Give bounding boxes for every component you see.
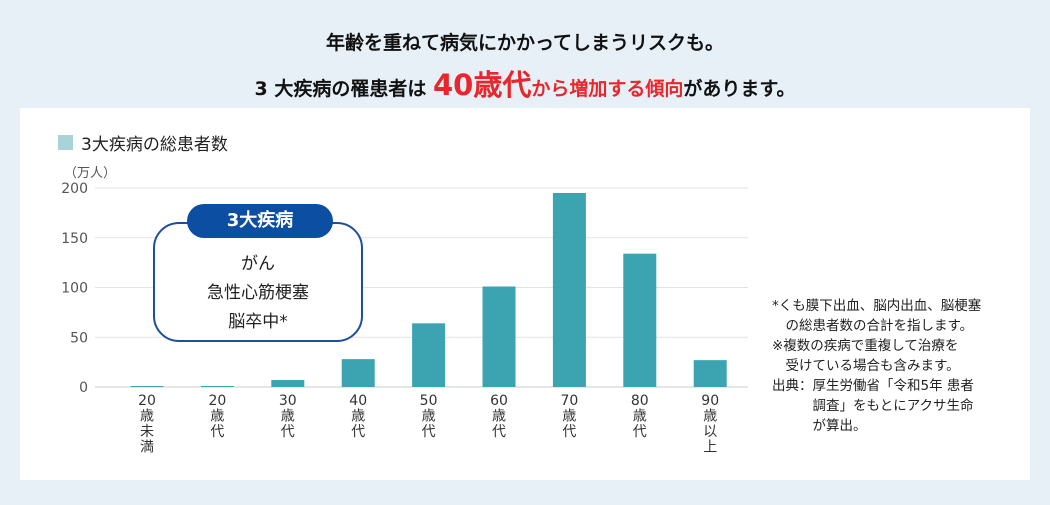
bar bbox=[693, 360, 727, 387]
chart-legend: 3大疾病の総患者数 bbox=[58, 130, 228, 155]
x-tick-label: 代 bbox=[422, 424, 436, 440]
x-tick-label: 80 bbox=[631, 393, 649, 409]
note-line: 出典：厚生労働省「令和5年 患者 bbox=[772, 378, 974, 394]
callout-item: がん bbox=[241, 254, 275, 274]
bar bbox=[130, 386, 164, 387]
x-tick-label: 歳 bbox=[422, 409, 436, 425]
x-tick-label: 歳 bbox=[140, 409, 154, 425]
x-tick-label: 90 bbox=[701, 393, 719, 409]
x-tick-label: 20 bbox=[138, 393, 156, 409]
headline-line1: 年齢を重ねて病気にかかってしまうリスクも。 bbox=[325, 32, 725, 54]
x-tick-label: 代 bbox=[351, 424, 365, 440]
x-tick-label: 70 bbox=[560, 393, 578, 409]
headline-line2: 3 大疾病の罹患者は 40歳代から増加する傾向があります。 bbox=[0, 62, 1050, 104]
legend-swatch bbox=[58, 135, 73, 150]
note-line: *くも膜下出血、脳内出血、脳梗塞 bbox=[772, 298, 982, 314]
x-tick-label: 60 bbox=[490, 393, 508, 409]
x-tick-label: 上 bbox=[703, 440, 717, 456]
y-tick-label: 150 bbox=[61, 231, 88, 247]
footnotes: *くも膜下出血、脳内出血、脳梗塞 の総患者数の合計を指します。 ※複数の疾病で重… bbox=[772, 296, 981, 436]
note-line: が算出。 bbox=[772, 418, 867, 434]
bar bbox=[552, 192, 586, 387]
x-tick-label: 歳 bbox=[562, 409, 576, 425]
x-tick-label: 代 bbox=[492, 424, 506, 440]
x-tick-label: 歳 bbox=[492, 409, 506, 425]
callout-item: 脳卒中* bbox=[228, 312, 288, 332]
diseases-callout: 3大疾病 がん 急性心筋梗塞 脳卒中* bbox=[153, 204, 363, 342]
bar bbox=[623, 253, 657, 387]
x-tick-label: 歳 bbox=[210, 409, 224, 425]
legend-label: 3大疾病の総患者数 bbox=[81, 135, 228, 155]
note-line: 調査」をもとにアクサ生命 bbox=[772, 398, 974, 414]
x-tick-label: 代 bbox=[633, 424, 647, 440]
x-tick-label: 未 bbox=[140, 424, 154, 440]
x-tick-label: 歳 bbox=[351, 409, 365, 425]
note-line: の総患者数の合計を指します。 bbox=[772, 318, 974, 334]
x-tick-label: 歳 bbox=[281, 409, 295, 425]
headline-highlight-age: 40歳代 bbox=[432, 68, 532, 102]
x-tick-label: 代 bbox=[562, 424, 576, 440]
x-tick-label: 満 bbox=[140, 440, 154, 456]
bar bbox=[200, 386, 234, 387]
x-tick-label: 代 bbox=[210, 424, 224, 440]
y-tick-label: 100 bbox=[61, 281, 88, 297]
callout-tag: 3大疾病 bbox=[187, 204, 333, 238]
x-tick-label: 歳 bbox=[703, 409, 717, 425]
headline-suffix: があります。 bbox=[683, 78, 796, 100]
x-tick-label: 歳 bbox=[633, 409, 647, 425]
bar bbox=[412, 323, 446, 387]
x-tick-label: 以 bbox=[703, 424, 717, 440]
x-tick-label: 50 bbox=[420, 393, 438, 409]
bar bbox=[482, 286, 516, 387]
x-tick-label: 40 bbox=[349, 393, 367, 409]
bar bbox=[271, 380, 305, 387]
headline-prefix: 3 大疾病の罹患者は bbox=[254, 78, 433, 100]
x-tick-label: 代 bbox=[281, 424, 295, 440]
headline-highlight: から増加する傾向 bbox=[531, 78, 684, 100]
note-line: ※複数の疾病で重複して治療を bbox=[772, 338, 959, 354]
y-tick-label: 0 bbox=[79, 380, 88, 396]
note-line: 受けている場合も含みます。 bbox=[772, 358, 960, 374]
y-tick-label: 50 bbox=[70, 330, 88, 346]
y-axis-label: （万人） bbox=[64, 166, 116, 181]
x-tick-label: 20 bbox=[208, 393, 226, 409]
bar bbox=[341, 359, 375, 387]
callout-item: 急性心筋梗塞 bbox=[207, 283, 309, 303]
x-tick-label: 30 bbox=[279, 393, 297, 409]
y-tick-label: 200 bbox=[61, 181, 88, 197]
